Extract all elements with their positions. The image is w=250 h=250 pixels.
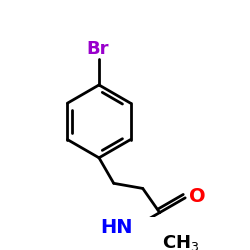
Text: Br: Br	[87, 40, 109, 58]
Text: CH$_3$: CH$_3$	[162, 233, 200, 250]
Text: HN: HN	[100, 218, 132, 237]
Text: O: O	[189, 188, 205, 206]
